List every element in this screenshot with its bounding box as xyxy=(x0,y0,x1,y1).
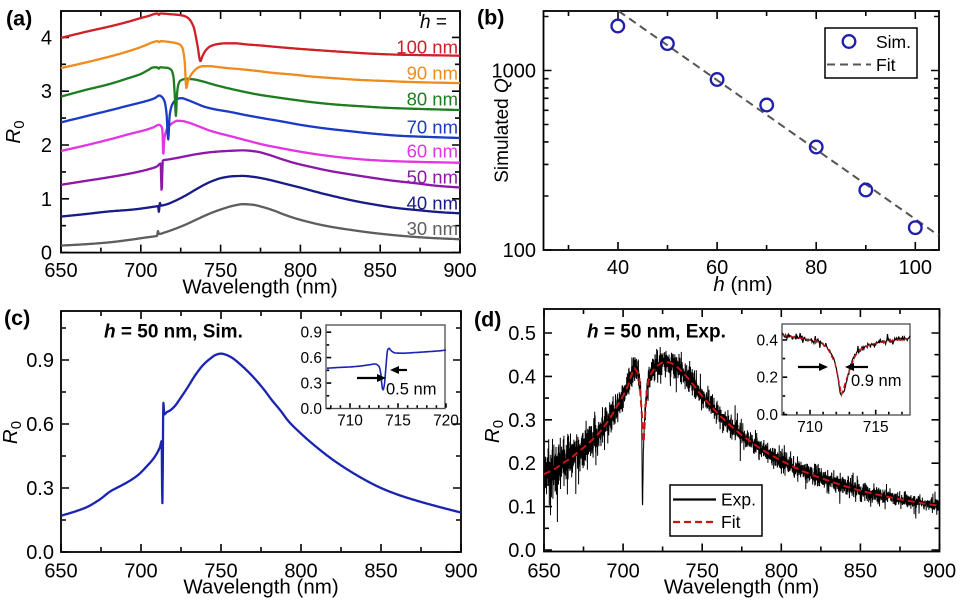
svg-text:Fit: Fit xyxy=(721,512,741,532)
svg-text:80: 80 xyxy=(805,257,827,279)
svg-text:50 nm: 50 nm xyxy=(407,167,458,188)
svg-text:4: 4 xyxy=(41,27,52,49)
svg-text:0.9: 0.9 xyxy=(26,350,54,372)
svg-text:Wavelength (nm): Wavelength (nm) xyxy=(183,576,338,599)
svg-text:h = 50 nm, Sim.: h = 50 nm, Sim. xyxy=(104,322,243,343)
svg-text:Wavelength (nm): Wavelength (nm) xyxy=(182,276,337,299)
svg-text:700: 700 xyxy=(124,260,157,282)
svg-text:900: 900 xyxy=(443,260,476,282)
svg-text:650: 650 xyxy=(44,560,77,582)
svg-text:850: 850 xyxy=(364,560,397,582)
svg-text:750: 750 xyxy=(204,560,237,582)
svg-text:100 nm: 100 nm xyxy=(396,37,458,58)
svg-text:0.1: 0.1 xyxy=(508,497,536,519)
svg-text:h (nm): h (nm) xyxy=(713,273,772,296)
svg-text:0.2: 0.2 xyxy=(756,370,778,387)
svg-text:0.2: 0.2 xyxy=(508,453,536,475)
svg-text:850: 850 xyxy=(364,260,397,282)
svg-text:700: 700 xyxy=(124,560,157,582)
svg-text:0.4: 0.4 xyxy=(756,332,778,349)
svg-text:100: 100 xyxy=(503,240,536,262)
svg-text:h =: h = xyxy=(420,12,447,33)
svg-text:700: 700 xyxy=(606,560,639,582)
svg-text:0.0: 0.0 xyxy=(26,542,54,564)
svg-text:100: 100 xyxy=(899,257,932,279)
svg-text:Simulated Q: Simulated Q xyxy=(492,78,513,183)
svg-text:0.0: 0.0 xyxy=(756,407,778,424)
svg-text:60: 60 xyxy=(706,257,728,279)
svg-text:0.0: 0.0 xyxy=(300,401,322,418)
svg-text:1000: 1000 xyxy=(492,61,537,83)
svg-text:800: 800 xyxy=(284,260,317,282)
svg-text:(a): (a) xyxy=(6,7,32,31)
svg-text:30 nm: 30 nm xyxy=(407,218,458,239)
svg-text:40 nm: 40 nm xyxy=(407,193,458,214)
svg-text:Sim.: Sim. xyxy=(876,32,911,52)
svg-text:Wavelength (nm): Wavelength (nm) xyxy=(664,576,819,599)
svg-text:750: 750 xyxy=(204,260,237,282)
svg-text:1: 1 xyxy=(41,189,52,211)
svg-text:Fit: Fit xyxy=(876,55,896,75)
svg-text:750: 750 xyxy=(686,560,719,582)
svg-text:0.6: 0.6 xyxy=(300,350,322,367)
svg-text:0.9 nm: 0.9 nm xyxy=(851,372,901,390)
svg-text:0.3: 0.3 xyxy=(300,376,322,393)
svg-text:900: 900 xyxy=(923,560,956,582)
svg-text:720: 720 xyxy=(433,413,459,430)
svg-text:h = 50 nm, Exp.: h = 50 nm, Exp. xyxy=(587,322,726,343)
svg-text:40: 40 xyxy=(607,257,629,279)
svg-text:(c): (c) xyxy=(4,306,30,330)
svg-text:710: 710 xyxy=(337,413,363,430)
svg-text:(d): (d) xyxy=(474,308,501,332)
svg-text:Exp.: Exp. xyxy=(721,490,756,510)
svg-text:0: 0 xyxy=(41,243,52,265)
svg-text:0.4: 0.4 xyxy=(508,366,536,388)
svg-text:0.5 nm: 0.5 nm xyxy=(386,381,436,399)
svg-text:650: 650 xyxy=(44,260,77,282)
svg-text:800: 800 xyxy=(765,560,798,582)
svg-text:715: 715 xyxy=(863,419,889,436)
svg-text:0.3: 0.3 xyxy=(508,410,536,432)
svg-text:60 nm: 60 nm xyxy=(407,141,458,162)
svg-text:(b): (b) xyxy=(477,6,504,30)
svg-text:650: 650 xyxy=(527,560,560,582)
svg-text:0.3: 0.3 xyxy=(26,478,54,500)
svg-text:70 nm: 70 nm xyxy=(407,117,458,138)
svg-text:90 nm: 90 nm xyxy=(407,63,458,84)
svg-text:0.5: 0.5 xyxy=(508,323,536,345)
svg-text:800: 800 xyxy=(284,560,317,582)
svg-text:850: 850 xyxy=(844,560,877,582)
svg-text:80 nm: 80 nm xyxy=(407,89,458,110)
svg-text:0.0: 0.0 xyxy=(508,540,536,562)
svg-text:2: 2 xyxy=(41,135,52,157)
svg-text:0.9: 0.9 xyxy=(300,325,322,342)
svg-text:3: 3 xyxy=(41,81,52,103)
svg-text:0.6: 0.6 xyxy=(26,414,54,436)
svg-text:710: 710 xyxy=(797,419,823,436)
svg-text:715: 715 xyxy=(385,413,411,430)
svg-text:900: 900 xyxy=(444,560,477,582)
